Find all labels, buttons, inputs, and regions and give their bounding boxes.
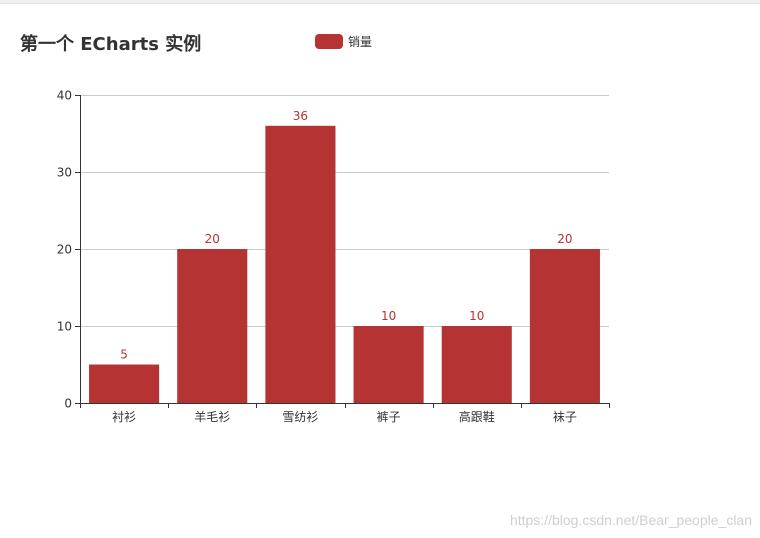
y-tick-label: 10 — [57, 320, 72, 334]
chart-title: 第一个 ECharts 实例 — [20, 34, 202, 55]
bar — [265, 125, 336, 404]
data-label: 36 — [293, 109, 308, 123]
page-top-border — [0, 0, 760, 4]
bar — [177, 249, 248, 403]
legend-label: 销量 — [348, 35, 373, 49]
bar — [529, 249, 600, 403]
data-label: 10 — [381, 309, 396, 323]
data-label: 20 — [557, 232, 572, 246]
data-label: 20 — [205, 232, 220, 246]
legend[interactable]: 销量 — [315, 33, 372, 50]
legend-swatch — [315, 34, 343, 49]
x-tick-label: 雪纺衫 — [282, 410, 318, 424]
y-tick-label: 0 — [64, 397, 72, 411]
data-label: 5 — [120, 348, 128, 362]
bar — [353, 326, 424, 403]
y-tick-label: 20 — [57, 243, 72, 257]
x-tick-label: 衬衫 — [112, 410, 136, 424]
x-tick-label: 裤子 — [377, 410, 401, 424]
y-tick-label: 30 — [57, 166, 72, 180]
data-label: 10 — [469, 309, 484, 323]
x-tick-label: 高跟鞋 — [459, 409, 495, 424]
y-tick-label: 40 — [57, 89, 72, 103]
watermark: https://blog.csdn.net/Bear_people_clan — [509, 512, 752, 528]
bar — [89, 364, 160, 403]
x-tick-label: 袜子 — [553, 410, 577, 424]
bar — [441, 326, 512, 403]
x-tick-label: 羊毛衫 — [194, 409, 230, 424]
